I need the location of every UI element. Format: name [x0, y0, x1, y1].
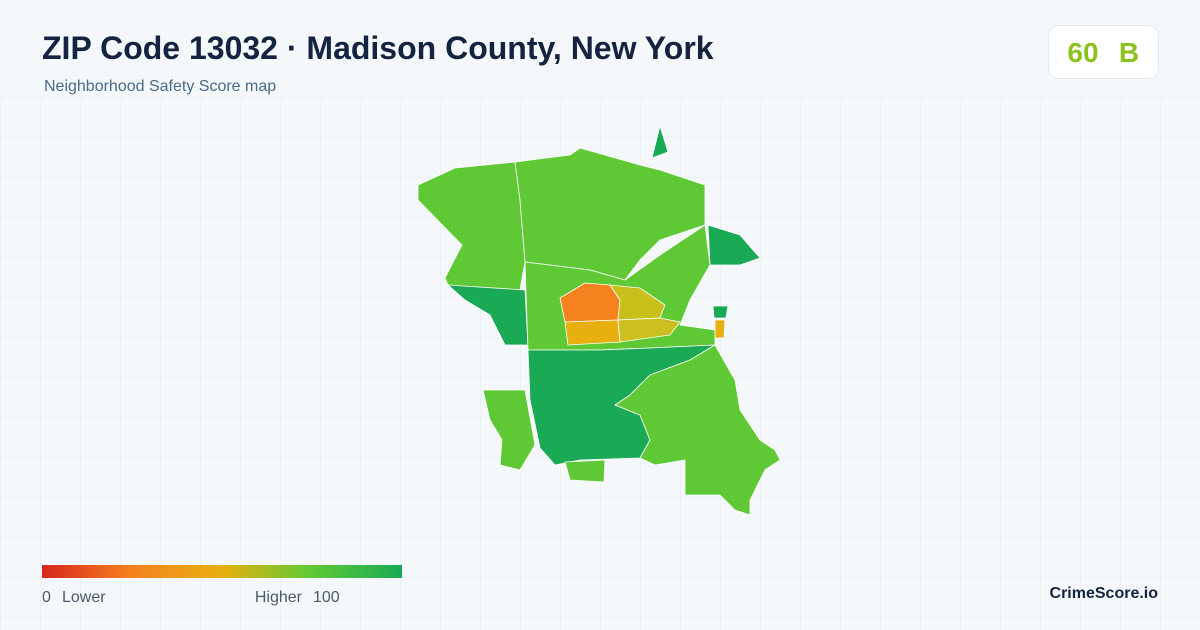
region	[617, 317, 681, 343]
legend-min: 0	[42, 589, 51, 606]
region	[564, 459, 606, 483]
legend-bar	[42, 565, 402, 578]
map	[417, 125, 781, 516]
brand: CrimeScore.io	[1050, 585, 1159, 602]
legend-min-label: Lower	[62, 589, 106, 606]
legend-max: 100	[313, 589, 340, 606]
legend-max-label: Higher	[255, 589, 303, 606]
region	[707, 224, 761, 266]
region	[447, 284, 529, 346]
region	[651, 125, 669, 159]
region	[564, 319, 621, 346]
region	[482, 389, 536, 471]
region	[712, 305, 729, 319]
subtitle: Neighborhood Safety Score map	[44, 78, 276, 95]
score-grade: B	[1119, 37, 1139, 68]
score-value: 60	[1067, 37, 1098, 68]
title: ZIP Code 13032 · Madison County, New Yor…	[42, 30, 714, 66]
region	[714, 319, 726, 339]
score-box	[1048, 25, 1159, 79]
region	[614, 344, 781, 516]
